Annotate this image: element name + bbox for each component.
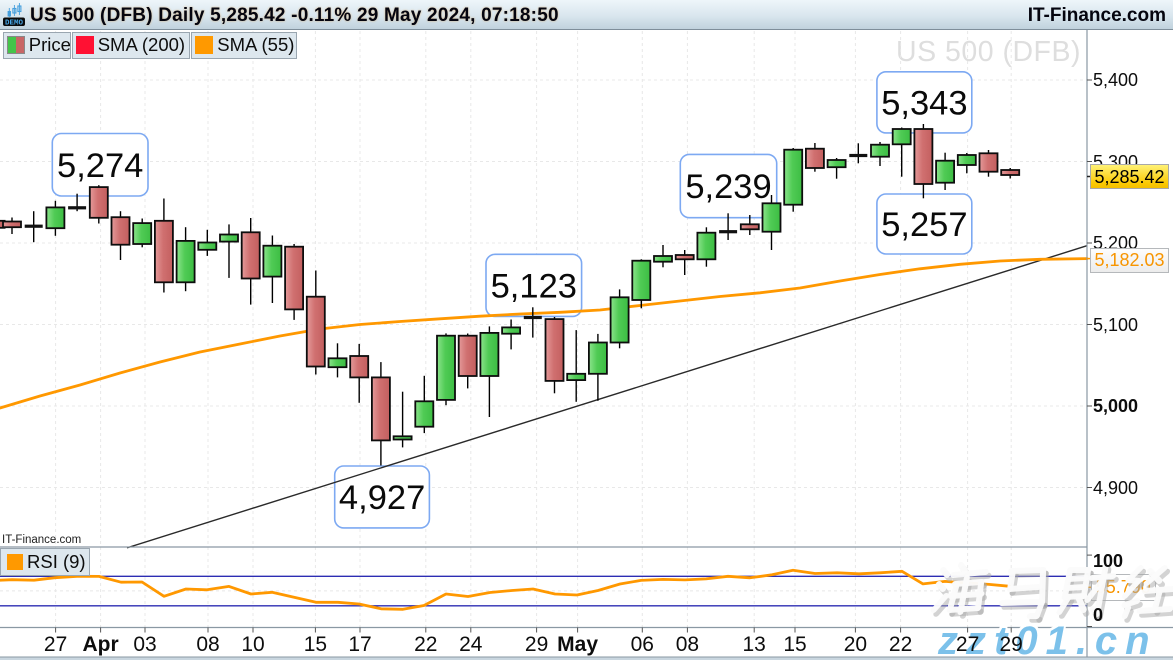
svg-text:4,927: 4,927 xyxy=(339,479,425,517)
svg-text:5,239: 5,239 xyxy=(685,168,771,206)
svg-text:5,274: 5,274 xyxy=(57,147,143,185)
svg-text:DEMO: DEMO xyxy=(5,20,24,28)
svg-text:5,257: 5,257 xyxy=(881,206,967,244)
svg-text:5,123: 5,123 xyxy=(491,267,577,305)
svg-text:5,343: 5,343 xyxy=(881,84,967,122)
